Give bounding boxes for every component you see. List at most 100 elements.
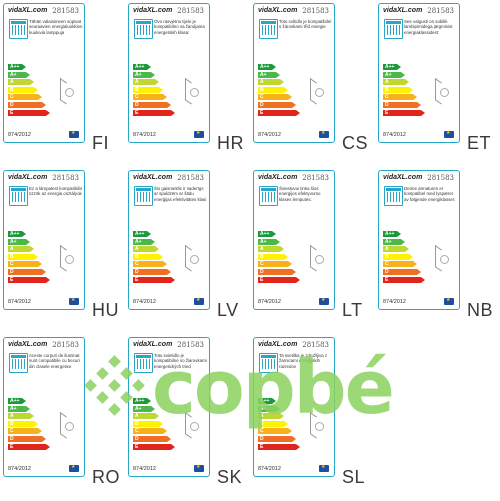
- luminaire-icon: [9, 19, 28, 39]
- energy-bar: B: [258, 420, 288, 427]
- energy-bar: E: [8, 443, 50, 450]
- brand-logo: vidaXL.com: [258, 174, 298, 181]
- energy-bar: D: [133, 101, 171, 108]
- energy-bar: D: [383, 268, 421, 275]
- language-code: FI: [92, 133, 109, 153]
- brand-logo: vidaXL.com: [383, 174, 423, 181]
- energy-label: vidaXL.com 281583 Aceste corpuri de ilum…: [3, 337, 85, 477]
- energy-bar: E: [8, 276, 50, 283]
- energy-bar: B: [133, 86, 163, 93]
- label-description: Šviestuvui tinka šios energijos efektyvu…: [279, 186, 321, 202]
- energy-bar: A: [133, 413, 159, 420]
- label-description: Toto svítidlo je kompatibilní s žárovkam…: [279, 19, 332, 30]
- energy-label: vidaXL.com 281583 Ta svetilka je združlj…: [253, 337, 335, 477]
- energy-bar: A+: [383, 238, 405, 245]
- sku-number: 281583: [52, 7, 79, 15]
- energy-bar: D: [8, 101, 46, 108]
- luminaire-icon: [259, 353, 278, 373]
- regulation-number: 874/2012: [8, 132, 31, 138]
- energy-label: vidaXL.com 281583 Toto svietidlo je komp…: [128, 337, 210, 477]
- bracket-icon: [59, 78, 71, 105]
- energy-label: vidaXL.com 281583 Toto svítidlo je kompa…: [253, 3, 335, 143]
- energy-label-cell: vidaXL.com 281583 Šis gaismeklis ir sade…: [125, 167, 250, 334]
- regulation-number: 874/2012: [383, 299, 406, 305]
- energy-label: vidaXL.com 281583 Ez a lámpatest kompati…: [3, 170, 85, 310]
- eu-flag-icon: [69, 464, 79, 472]
- sku-number: 281583: [302, 7, 329, 15]
- energy-bar: A++: [8, 398, 26, 404]
- energy-bar: B: [8, 420, 38, 427]
- brand-logo: vidaXL.com: [133, 7, 173, 14]
- energy-scale: A++ A+ A B C D E: [383, 231, 425, 284]
- energy-bar: A++: [133, 231, 151, 237]
- eu-flag-icon: [69, 130, 79, 138]
- luminaire-icon: [134, 353, 153, 373]
- energy-bar: C: [8, 94, 42, 101]
- energy-bar: A+: [133, 405, 155, 412]
- brand-logo: vidaXL.com: [258, 7, 298, 14]
- energy-bar: D: [258, 101, 296, 108]
- energy-bar: A: [258, 413, 284, 420]
- bulb-icon: [190, 88, 199, 97]
- energy-bar: A++: [8, 64, 26, 70]
- eu-flag-icon: [444, 130, 454, 138]
- bulb-icon: [65, 422, 74, 431]
- energy-bar: A++: [383, 64, 401, 70]
- energy-bar: B: [8, 253, 38, 260]
- bulb-icon: [315, 88, 324, 97]
- energy-bar: B: [133, 253, 163, 260]
- energy-label-cell: vidaXL.com 281583 Tähän valaisimeen sopi…: [0, 0, 125, 167]
- energy-label: vidaXL.com 281583 Šis gaismeklis ir sade…: [128, 170, 210, 310]
- luminaire-icon: [134, 186, 153, 206]
- bulb-icon: [65, 255, 74, 264]
- luminaire-icon: [384, 19, 403, 39]
- bracket-icon: [434, 245, 446, 272]
- language-code: SK: [217, 467, 243, 487]
- language-code: NB: [467, 300, 494, 320]
- energy-bar: A+: [258, 238, 280, 245]
- luminaire-icon: [134, 19, 153, 39]
- sku-number: 281583: [302, 341, 329, 349]
- brand-logo: vidaXL.com: [383, 7, 423, 14]
- energy-bar: A++: [133, 64, 151, 70]
- energy-label: vidaXL.com 281583 See valgusti on sobili…: [378, 3, 460, 143]
- energy-bar: A+: [8, 405, 30, 412]
- label-description: Denne armaturen er kompatibel med lyspær…: [404, 186, 456, 202]
- brand-logo: vidaXL.com: [8, 174, 48, 181]
- energy-scale: A++ A+ A B C D E: [258, 231, 300, 284]
- eu-flag-icon: [319, 130, 329, 138]
- energy-label: vidaXL.com 281583 Ovo rasvjetno tijelo j…: [128, 3, 210, 143]
- bracket-icon: [184, 412, 196, 439]
- energy-bar: A: [383, 246, 409, 253]
- regulation-number: 874/2012: [258, 132, 281, 138]
- sku-number: 281583: [177, 174, 204, 182]
- label-description: Ta svetilka je združljiva z žarnicami en…: [279, 353, 328, 369]
- energy-bar: D: [258, 435, 296, 442]
- label-description: Ovo rasvjetno tijelo je kompatibilno sa …: [154, 19, 205, 35]
- bracket-icon: [184, 78, 196, 105]
- bracket-icon: [309, 412, 321, 439]
- energy-label-cell: vidaXL.com 281583 Ez a lámpatest kompati…: [0, 167, 125, 334]
- bracket-icon: [184, 245, 196, 272]
- luminaire-icon: [9, 353, 28, 373]
- regulation-number: 874/2012: [258, 299, 281, 305]
- energy-scale: A++ A+ A B C D E: [133, 64, 175, 117]
- energy-label-cell: vidaXL.com 281583 See valgusti on sobili…: [375, 0, 500, 167]
- energy-bar: E: [383, 109, 425, 116]
- energy-bar: C: [133, 428, 167, 435]
- energy-bar: A: [8, 413, 34, 420]
- language-code: LV: [217, 300, 239, 320]
- eu-flag-icon: [69, 297, 79, 305]
- sku-number: 281583: [427, 174, 454, 182]
- energy-bar: A: [258, 79, 284, 86]
- energy-bar: A: [133, 246, 159, 253]
- brand-logo: vidaXL.com: [258, 341, 298, 348]
- bulb-icon: [315, 422, 324, 431]
- language-code: HR: [217, 133, 244, 153]
- luminaire-icon: [9, 186, 28, 206]
- bulb-icon: [440, 255, 449, 264]
- energy-bar: E: [133, 443, 175, 450]
- energy-scale: A++ A+ A B C D E: [8, 64, 50, 117]
- energy-label: vidaXL.com 281583 Denne armaturen er kom…: [378, 170, 460, 310]
